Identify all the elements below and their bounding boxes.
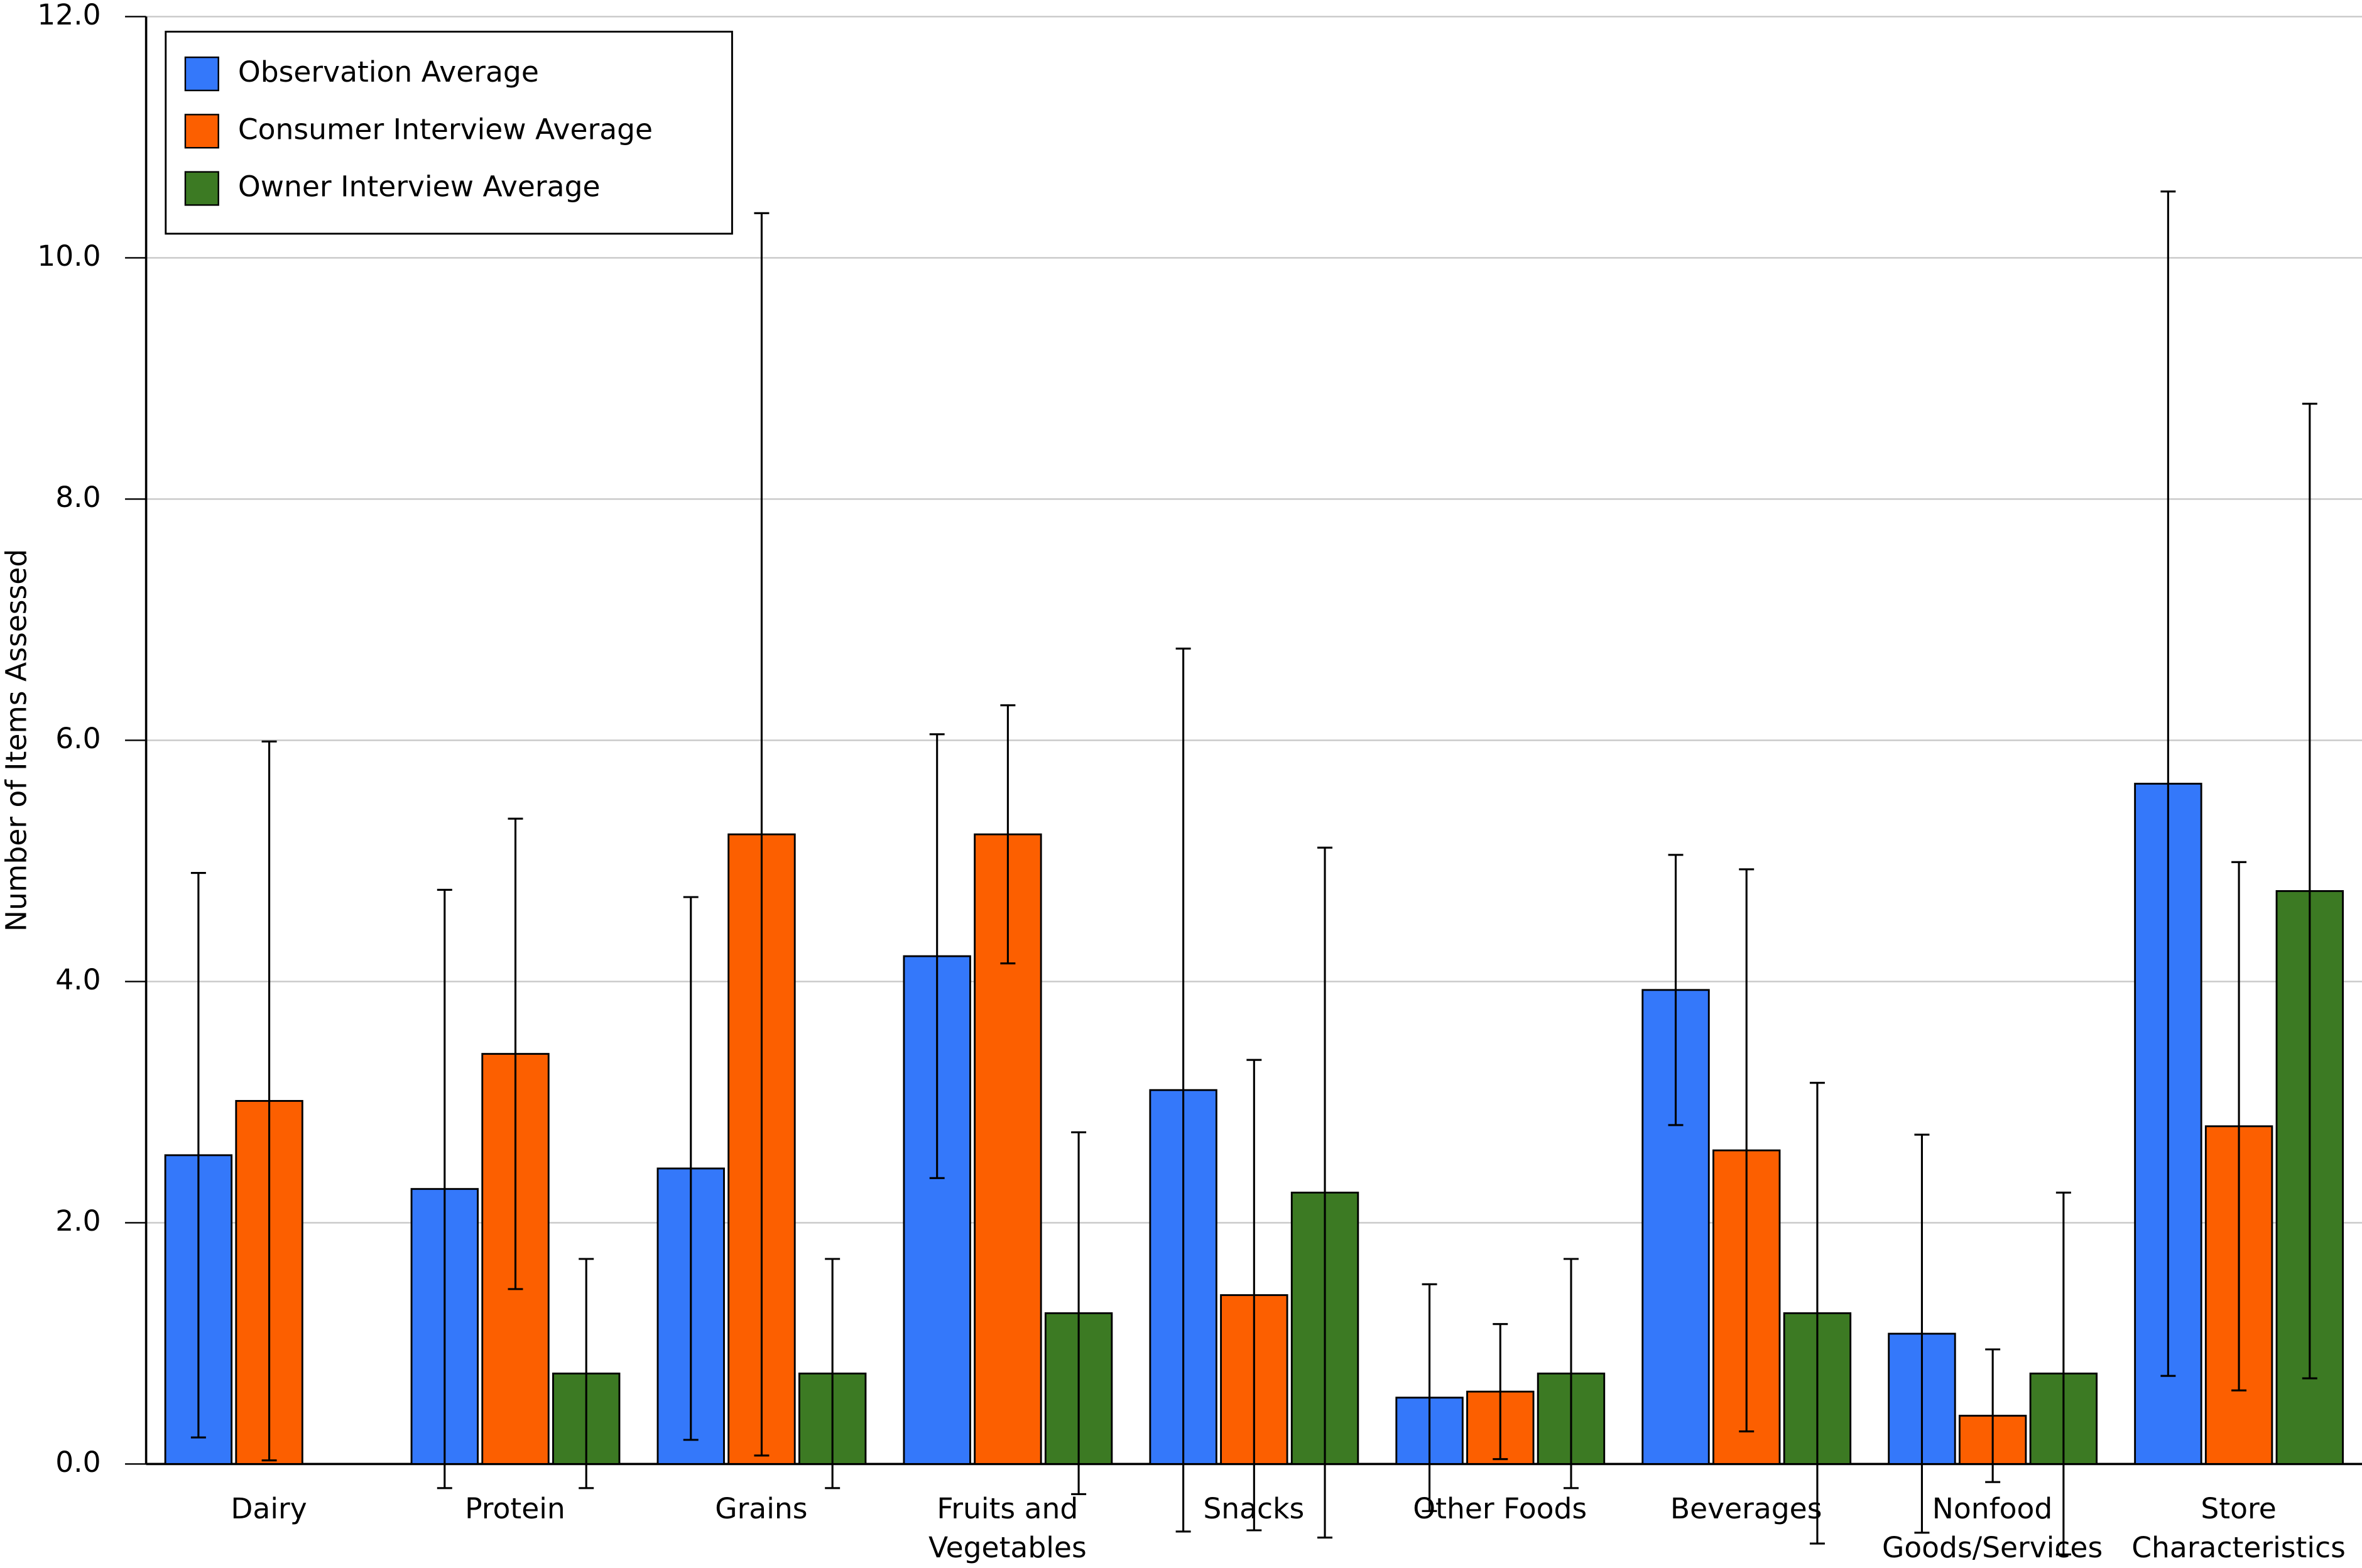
y-tick-label: 4.0 — [55, 963, 101, 996]
error-bar — [1246, 1059, 1262, 1532]
y-tick-label: 12.0 — [37, 0, 101, 31]
error-bar — [2055, 1191, 2071, 1555]
error-bar — [579, 1258, 594, 1489]
error-bar — [1317, 846, 1333, 1539]
error-bar — [1809, 1082, 1825, 1545]
y-tick-label: 0.0 — [55, 1446, 101, 1479]
error-bar — [1071, 1131, 1087, 1495]
legend-swatch — [184, 171, 219, 206]
y-tick-label: 6.0 — [55, 722, 101, 755]
legend-swatch — [184, 114, 219, 149]
error-bar — [1914, 1133, 1930, 1534]
error-bar — [929, 733, 945, 1179]
error-bar — [508, 817, 523, 1290]
error-bar — [2160, 190, 2176, 1377]
x-tick-label: Protein — [465, 1493, 565, 1526]
error-bar — [683, 896, 699, 1441]
legend-box — [165, 30, 733, 235]
x-tick-label: Grains — [715, 1493, 808, 1526]
error-bar — [825, 1258, 841, 1489]
error-bar — [1493, 1323, 1508, 1461]
error-bar — [1563, 1258, 1579, 1489]
error-bar — [754, 212, 770, 1457]
legend-label: Consumer Interview Average — [238, 112, 653, 146]
x-tick-label: Store Characteristics — [2131, 1493, 2346, 1565]
x-tick-label: Beverages — [1670, 1493, 1822, 1526]
legend: Observation Average Consumer Interview Av… — [165, 30, 733, 235]
x-tick-label: Nonfood Goods/Services — [1882, 1493, 2103, 1565]
y-axis-label: Number of Items Assessed — [0, 549, 33, 932]
error-bar — [1739, 868, 1755, 1433]
legend-label: Owner Interview Average — [238, 170, 601, 203]
error-bar — [2302, 403, 2317, 1380]
legend-label: Observation Average — [238, 55, 539, 89]
error-bar — [1668, 854, 1684, 1126]
error-bar — [1985, 1348, 2001, 1483]
error-bar — [1422, 1283, 1437, 1512]
x-tick-label: Other Foods — [1413, 1493, 1587, 1526]
x-tick-label: Dairy — [231, 1493, 307, 1526]
x-tick-label: Snacks — [1203, 1493, 1305, 1526]
error-bar — [261, 740, 277, 1462]
legend-swatch — [184, 57, 219, 92]
y-tick-label: 8.0 — [55, 481, 101, 514]
error-bar — [1000, 704, 1016, 965]
error-bar — [190, 872, 206, 1439]
error-bar — [437, 888, 452, 1489]
y-tick-label: 10.0 — [37, 239, 101, 273]
error-bar — [2231, 861, 2247, 1391]
error-bar — [1175, 647, 1191, 1533]
x-tick-label: Fruits and Vegetables — [928, 1493, 1087, 1565]
y-tick-label: 2.0 — [55, 1204, 101, 1238]
